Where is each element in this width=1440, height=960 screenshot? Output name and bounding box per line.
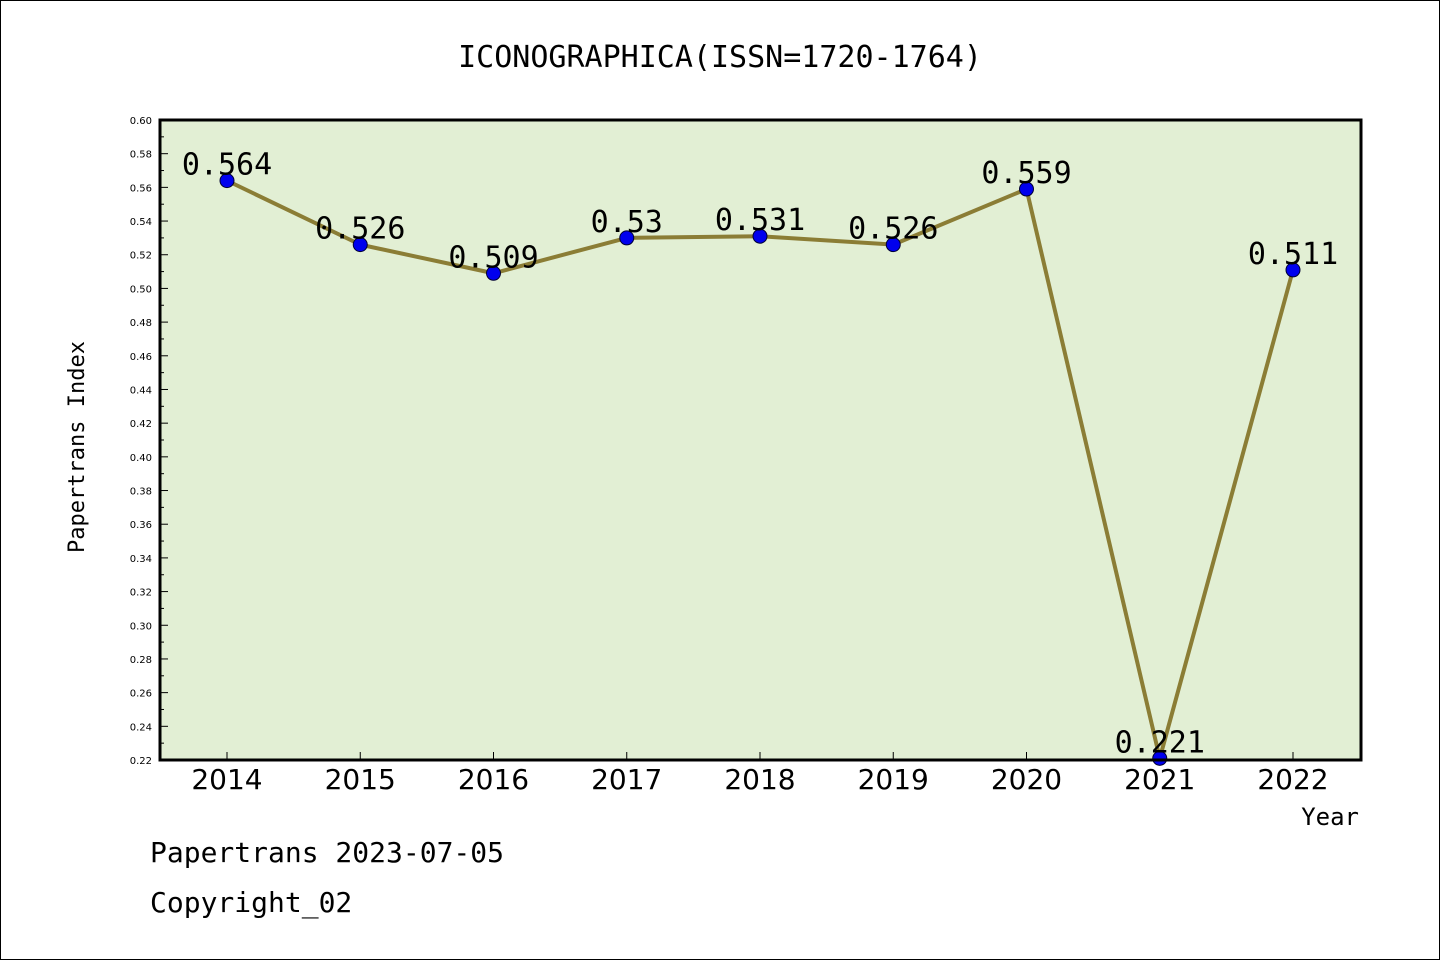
y-tick-label: 0.24 bbox=[130, 722, 152, 733]
data-point bbox=[885, 237, 901, 253]
data-point bbox=[1285, 262, 1301, 278]
chart-title: ICONOGRAPHICA(ISSN=1720-1764) bbox=[458, 40, 982, 75]
data-point bbox=[619, 230, 635, 246]
x-tick-label: 2021 bbox=[1124, 763, 1195, 796]
data-label: 0.509 bbox=[448, 240, 538, 275]
y-axis-title: Papertrans Index bbox=[65, 341, 90, 553]
y-tick-label: 0.34 bbox=[130, 554, 152, 565]
x-axis-title: Year bbox=[1301, 803, 1359, 831]
data-label: 0.53 bbox=[591, 205, 663, 240]
data-label: 0.564 bbox=[182, 148, 272, 183]
y-tick-label: 0.44 bbox=[130, 385, 152, 396]
data-label: 0.221 bbox=[1115, 725, 1205, 760]
data-point bbox=[752, 228, 768, 244]
plot-area bbox=[160, 120, 1361, 760]
data-label: 0.526 bbox=[848, 212, 938, 247]
data-point bbox=[1019, 181, 1034, 197]
y-tick-label: 0.48 bbox=[130, 318, 152, 329]
data-label: 0.511 bbox=[1248, 237, 1338, 272]
x-tick-label: 2017 bbox=[591, 763, 662, 796]
y-tick-label: 0.58 bbox=[130, 150, 152, 161]
x-tick-label: 2015 bbox=[325, 763, 396, 796]
data-point bbox=[486, 265, 501, 281]
y-axis: 0.22 0.24 0.26 0.28 0.30 0.32 0.34 0.36 0.38 0.40… bbox=[130, 116, 168, 767]
y-tick-label: 0.36 bbox=[130, 520, 152, 531]
x-axis: 2014 2015 2016 2017 2018 2019 2020 2021 2022 bbox=[191, 752, 1329, 796]
y-tick-label: 0.40 bbox=[130, 453, 152, 464]
x-tick-label: 2019 bbox=[858, 763, 929, 796]
x-tick-label: 2022 bbox=[1257, 763, 1328, 796]
y-tick-label: 0.26 bbox=[130, 689, 152, 700]
y-tick-label: 0.28 bbox=[130, 655, 152, 666]
data-label: 0.531 bbox=[715, 203, 805, 238]
series-group: 0.564 0.526 0.509 0.53 0.531 0.526 0.559 0.221 0… bbox=[182, 148, 1338, 766]
data-point bbox=[352, 237, 368, 253]
data-label: 0.526 bbox=[315, 212, 405, 247]
y-tick-label: 0.50 bbox=[130, 284, 152, 295]
data-label: 0.559 bbox=[981, 156, 1071, 191]
y-tick-label: 0.32 bbox=[130, 588, 152, 599]
x-tick-label: 2018 bbox=[724, 763, 795, 796]
footer-date: Papertrans 2023-07-05 bbox=[150, 836, 505, 869]
data-point bbox=[1152, 750, 1168, 766]
x-tick-label: 2020 bbox=[991, 763, 1062, 796]
y-tick-label: 0.30 bbox=[130, 621, 152, 632]
y-tick-label: 0.60 bbox=[130, 116, 152, 127]
data-point bbox=[219, 173, 235, 189]
y-tick-label: 0.52 bbox=[130, 251, 152, 262]
y-tick-label: 0.54 bbox=[130, 217, 152, 228]
plot-border bbox=[158, 118, 1363, 762]
y-tick-label: 0.46 bbox=[130, 352, 152, 363]
x-tick-label: 2014 bbox=[191, 763, 262, 796]
y-tick-label: 0.56 bbox=[130, 183, 152, 194]
y-tick-label: 0.22 bbox=[130, 756, 152, 767]
footer-copyright: Copyright_02 bbox=[150, 886, 353, 919]
y-tick-label: 0.38 bbox=[130, 487, 152, 498]
y-tick-label: 0.42 bbox=[130, 419, 152, 430]
x-tick-label: 2016 bbox=[458, 763, 529, 796]
